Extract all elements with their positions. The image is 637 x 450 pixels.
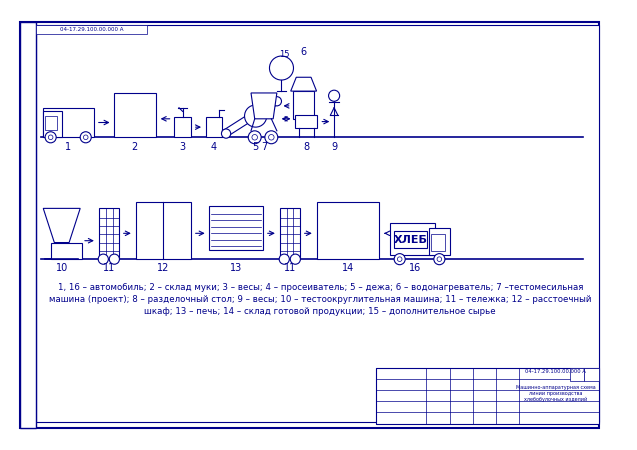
Bar [296, 115, 317, 128]
Text: 10: 10 [55, 263, 68, 274]
Text: 11: 11 [103, 263, 115, 274]
Circle shape [48, 135, 53, 140]
Circle shape [80, 132, 91, 143]
Polygon shape [290, 77, 317, 91]
Circle shape [222, 129, 231, 138]
Text: 8: 8 [303, 141, 310, 152]
Circle shape [279, 254, 289, 264]
Bar [390, 223, 435, 256]
Text: 11: 11 [283, 263, 296, 274]
Text: шкаф; 13 – печь; 14 – склад готовой продукции; 15 – дополнительное сырье: шкаф; 13 – печь; 14 – склад готовой прод… [145, 307, 496, 316]
Text: 2: 2 [132, 141, 138, 152]
Circle shape [437, 257, 441, 261]
Bar [317, 202, 380, 259]
Circle shape [397, 257, 402, 261]
Text: 1, 16 – автомобиль; 2 – склад муки; 3 – весы; 4 – просеиватель; 5 – дежа; 6 – во: 1, 16 – автомобиль; 2 – склад муки; 3 – … [57, 283, 583, 292]
Bar [294, 91, 314, 119]
Bar [20, 22, 36, 428]
Text: 04-17.29.100.00.000 А: 04-17.29.100.00.000 А [59, 27, 123, 32]
Bar [584, 368, 599, 381]
Bar [569, 368, 584, 381]
Bar [175, 117, 191, 137]
Text: 6: 6 [301, 47, 306, 57]
Bar [376, 368, 599, 423]
Text: 12: 12 [157, 263, 169, 274]
Circle shape [269, 135, 274, 140]
Text: 16: 16 [409, 263, 422, 274]
Polygon shape [251, 93, 277, 119]
Bar [394, 231, 427, 248]
Text: 15: 15 [279, 50, 289, 58]
Text: 3: 3 [180, 141, 186, 152]
Text: 13: 13 [230, 263, 242, 274]
Bar [431, 234, 445, 251]
Bar [51, 243, 82, 259]
Bar [36, 25, 147, 34]
Circle shape [98, 254, 108, 264]
Text: 9: 9 [331, 141, 337, 152]
Text: 5: 5 [252, 141, 259, 152]
Circle shape [265, 131, 278, 144]
Bar [136, 202, 191, 259]
Text: 4: 4 [211, 141, 217, 152]
Text: 04-17.29.100.00.000 А: 04-17.29.100.00.000 А [526, 369, 586, 374]
Bar [280, 208, 300, 259]
Text: 1: 1 [65, 141, 71, 152]
Circle shape [290, 254, 301, 264]
Circle shape [248, 131, 261, 144]
Bar [99, 208, 119, 259]
Text: машина (проект); 8 – разделочный стол; 9 – весы; 10 – тестоокруглительная машина: машина (проект); 8 – разделочный стол; 9… [49, 295, 592, 304]
Bar [206, 117, 222, 137]
Polygon shape [43, 208, 80, 243]
Bar [429, 228, 450, 256]
Bar [43, 112, 62, 137]
Circle shape [269, 56, 294, 80]
Text: Машинно-аппаратурная схема
линии производства
хлебобулочных изделий: Машинно-аппаратурная схема линии произво… [516, 385, 596, 401]
Bar [210, 206, 263, 250]
Text: 7: 7 [261, 141, 267, 152]
Circle shape [329, 90, 340, 101]
Polygon shape [222, 99, 277, 137]
Bar [115, 93, 156, 137]
Circle shape [434, 254, 445, 265]
Circle shape [252, 135, 257, 140]
Bar [43, 108, 94, 137]
Circle shape [245, 105, 267, 127]
Circle shape [45, 132, 56, 143]
Circle shape [83, 135, 88, 140]
Bar [45, 116, 57, 130]
Circle shape [394, 254, 405, 265]
Text: 14: 14 [342, 263, 354, 274]
Circle shape [272, 97, 282, 106]
Text: ХЛЕБ: ХЛЕБ [394, 235, 427, 245]
Circle shape [110, 254, 119, 264]
